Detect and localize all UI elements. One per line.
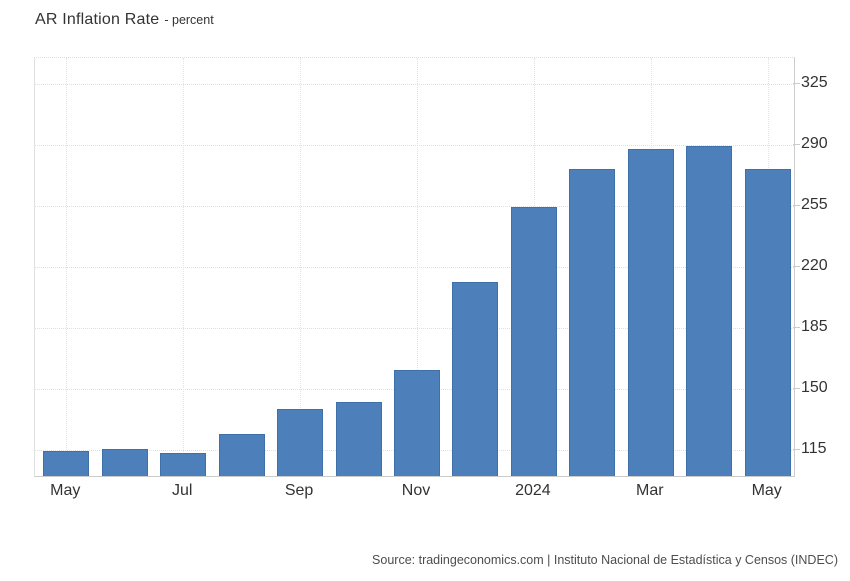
vertical-gridline: [300, 58, 302, 476]
y-axis-tick: [793, 205, 800, 207]
chart-title: AR Inflation Rate: [35, 11, 160, 28]
x-axis-label: Jul: [171, 482, 193, 499]
x-axis-label: Sep: [284, 482, 314, 499]
horizontal-gridline: [35, 84, 794, 86]
bar-feb[interactable]: [569, 169, 616, 476]
horizontal-gridline: [35, 267, 794, 268]
bar-jun[interactable]: [101, 448, 148, 476]
chart-header: AR Inflation Rate - percent: [35, 11, 214, 29]
y-axis-tick: [793, 266, 800, 267]
y-axis-label: 290: [801, 135, 828, 153]
vertical-gridline: [417, 58, 418, 476]
y-axis-label: 325: [801, 74, 828, 92]
bar-jan-2024[interactable]: [510, 207, 557, 476]
y-axis-label: 150: [801, 378, 828, 396]
bar-dec[interactable]: [452, 281, 499, 476]
horizontal-gridline: [35, 145, 794, 147]
y-axis-tick: [793, 326, 800, 328]
x-axis-label: Mar: [636, 482, 664, 499]
bar-jul[interactable]: [160, 452, 207, 476]
chart-subtitle: - percent: [164, 13, 214, 27]
vertical-gridline: [66, 58, 68, 476]
x-axis-label: Nov: [401, 482, 431, 499]
y-axis-label: 185: [801, 317, 828, 335]
bar-may[interactable]: [744, 168, 791, 476]
plot-area: [34, 57, 795, 477]
x-axis-label: May: [751, 482, 782, 499]
bar-mar[interactable]: [627, 148, 674, 476]
horizontal-gridline: [35, 327, 794, 329]
y-axis-tick: [793, 387, 800, 389]
bar-nov[interactable]: [394, 369, 440, 476]
y-axis-tick: [793, 448, 800, 450]
bar-aug[interactable]: [218, 433, 265, 476]
vertical-gridline: [183, 58, 185, 476]
y-axis-tick: [793, 144, 800, 146]
source-attribution: Source: tradingeconomics.com | Instituto…: [372, 553, 838, 567]
y-axis-label: 220: [801, 257, 828, 274]
horizontal-gridline: [35, 206, 794, 208]
bar-sep[interactable]: [277, 409, 324, 476]
x-axis-label: 2024: [515, 482, 551, 499]
y-axis-tick: [793, 83, 800, 85]
x-axis-label: May: [50, 482, 81, 499]
bar-oct[interactable]: [335, 401, 382, 476]
y-axis-label: 115: [801, 439, 827, 457]
y-axis-label: 255: [801, 196, 828, 214]
bar-apr[interactable]: [686, 146, 733, 476]
bar-may[interactable]: [43, 451, 90, 476]
